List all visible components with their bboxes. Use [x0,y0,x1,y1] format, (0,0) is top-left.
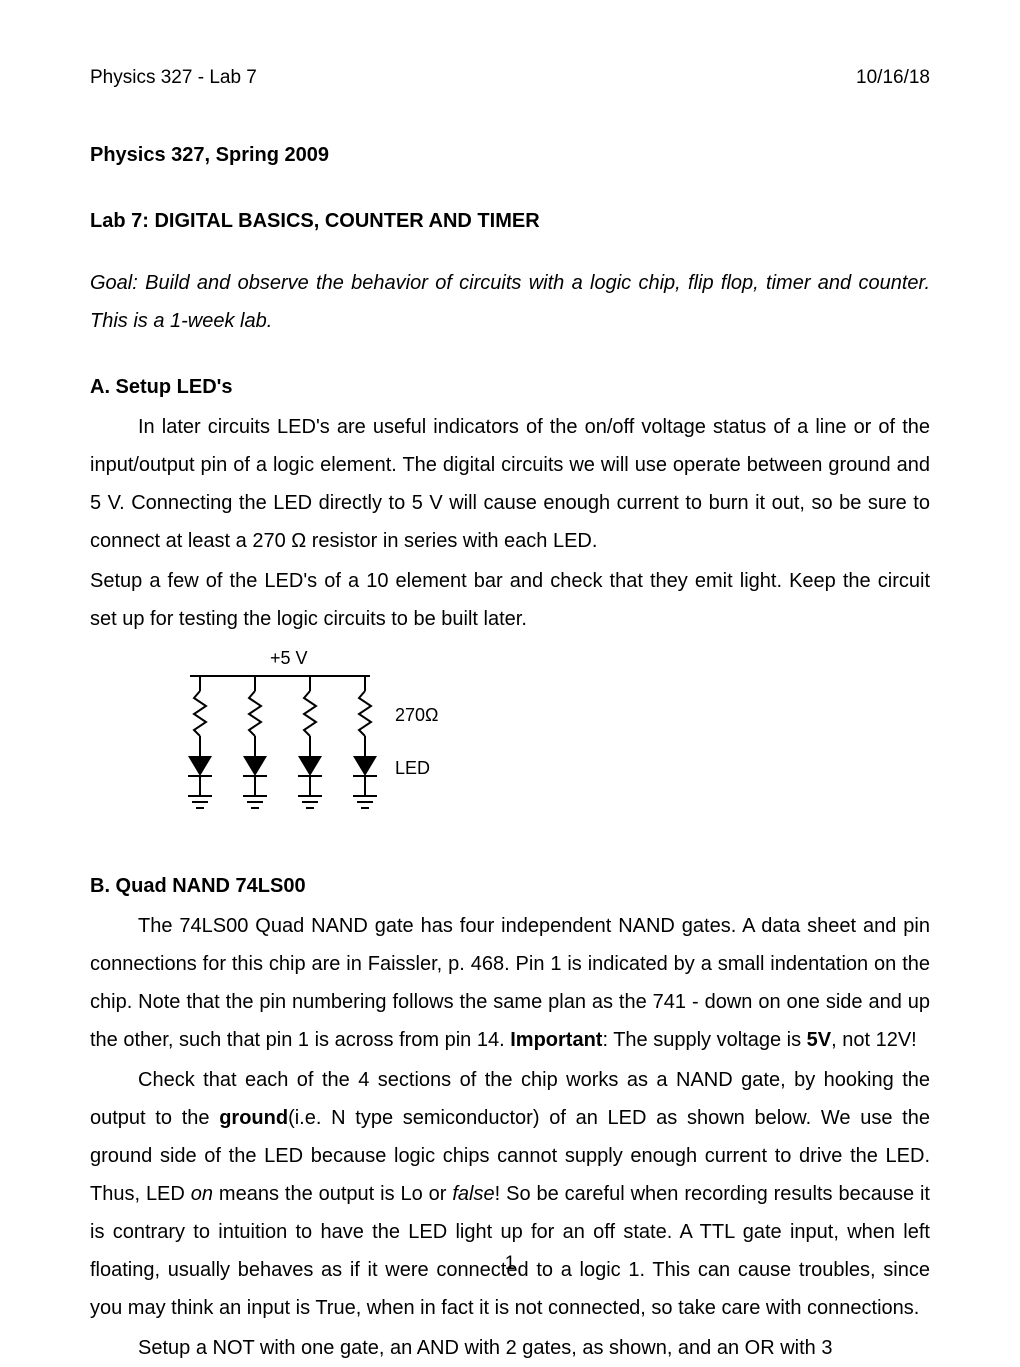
p2-on: on [191,1183,213,1205]
section-b-para3: Setup a NOT with one gate, an AND with 2… [90,1329,930,1367]
goal-text: Goal: Build and observe the behavior of … [90,264,930,340]
p1-important: Important [510,1029,602,1051]
led-label: LED [395,758,430,778]
lab-title: Lab 7: DIGITAL BASICS, COUNTER AND TIMER [90,202,930,240]
p1-text-c: , not 12V! [831,1029,917,1051]
p2-text-c: means the output is Lo or [213,1183,452,1205]
branch-1 [188,676,212,808]
section-b-heading: B. Quad NAND 74LS00 [90,867,930,905]
resistor-label: 270Ω [395,705,439,725]
page-header: Physics 327 - Lab 7 10/16/18 [90,60,930,96]
led-circuit-svg: +5 V [150,646,470,846]
section-a-heading: A. Setup LED's [90,368,930,406]
section-a-para1: In later circuits LED's are useful indic… [90,408,930,560]
circuit-diagram: +5 V [150,646,930,859]
p2-ground: ground [219,1107,288,1129]
header-left: Physics 327 - Lab 7 [90,60,257,96]
voltage-label: +5 V [270,648,308,668]
p1-5v: 5V [807,1029,831,1051]
header-right: 10/16/18 [856,60,930,96]
course-title: Physics 327, Spring 2009 [90,136,930,174]
page-number: 1 [0,1246,1020,1282]
branch-3 [298,676,322,808]
section-a-para2: Setup a few of the LED's of a 10 element… [90,562,930,638]
p1-text-b: : The supply voltage is [602,1029,806,1051]
branch-2 [243,676,267,808]
branch-4 [353,676,377,808]
section-b-para2: Check that each of the 4 sections of the… [90,1061,930,1327]
p2-false: false [452,1183,494,1205]
section-b-para1: The 74LS00 Quad NAND gate has four indep… [90,907,930,1059]
